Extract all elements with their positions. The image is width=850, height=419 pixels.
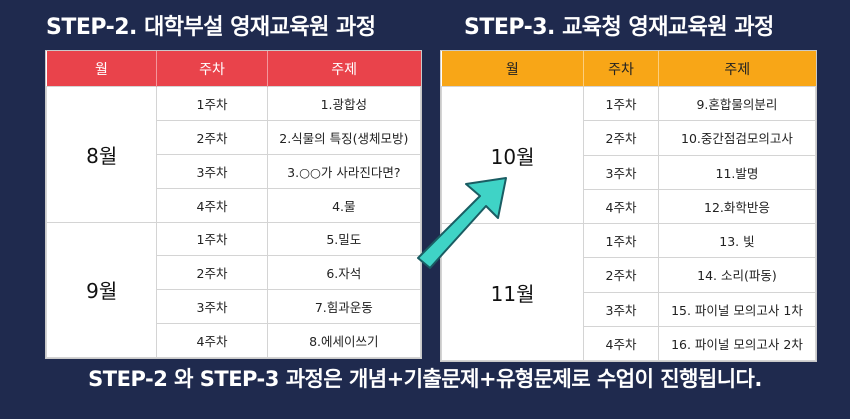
week-cell: 2주차 <box>583 120 659 156</box>
topic-cell: 2.식물의 특징(생체모방) <box>266 119 422 155</box>
table-row: 2주차 14. 소리(파동) <box>442 257 817 293</box>
topic-cell: 3.○○가 사라진다면? <box>266 153 422 189</box>
week-cell: 4주차 <box>156 187 268 223</box>
month-cell: 8월 <box>45 86 158 223</box>
header-week: 주차 <box>156 51 268 87</box>
step3-schedule-table: 월 주차 주제 10월 1주차 9.혼합물의분리 2주차 10.중간점검모의고사… <box>440 51 817 362</box>
topic-cell: 11.발명 <box>657 154 817 190</box>
week-cell: 1주차 <box>583 85 659 122</box>
week-cell: 4주차 <box>156 323 268 358</box>
week-cell: 3주차 <box>583 291 659 327</box>
header-topic: 주제 <box>658 51 816 87</box>
arrow-up-right-icon <box>417 177 507 269</box>
topic-cell: 1.광합성 <box>266 86 422 121</box>
step2-schedule-panel: 월 주차 주제 8월 1주차 1.광합성 2주차 2.식물의 특징(생체모방) … <box>45 50 422 359</box>
month-cell: 11월 <box>440 223 585 361</box>
header-topic: 주제 <box>267 51 421 87</box>
table-row: 3주차 3.○○가 사라진다면? <box>47 153 422 189</box>
table-row: 3주차 7.힘과운동 <box>47 289 422 325</box>
header-month: 월 <box>441 51 585 87</box>
topic-cell: 8.에세이쓰기 <box>266 323 422 358</box>
week-cell: 1주차 <box>156 86 268 121</box>
week-cell: 3주차 <box>583 154 659 190</box>
table-row: 9월 1주차 5.밀도 <box>45 221 422 358</box>
table-header-row: 월 주차 주제 <box>46 51 421 87</box>
table-row: 3주차 15. 파이널 모의고사 1차 <box>442 291 817 327</box>
step3-title: STEP-3. 교육청 영재교육원 과정 <box>464 15 774 40</box>
topic-cell: 5.밀도 <box>266 221 422 257</box>
table-row: 4주차 4.물 <box>47 187 422 223</box>
topic-cell: 9.혼합물의분리 <box>657 85 817 122</box>
footer-note: STEP-2 와 STEP-3 과정은 개념+기출문제+유형문제로 수업이 진행… <box>88 367 762 391</box>
week-cell: 2주차 <box>156 119 268 155</box>
table-row: 4주차 16. 파이널 모의고사 2차 <box>442 325 817 362</box>
table-row: 2주차 6.자석 <box>47 255 422 291</box>
topic-cell: 12.화학반응 <box>657 188 817 225</box>
table-row: 11월 1주차 13. 빛 <box>440 222 817 361</box>
topic-cell: 13. 빛 <box>657 222 817 259</box>
week-cell: 3주차 <box>156 289 268 325</box>
table-row: 10월 1주차 9.혼합물의분리 <box>440 85 817 224</box>
table-row: 2주차 2.식물의 특징(생체모방) <box>47 119 422 155</box>
topic-cell: 14. 소리(파동) <box>657 257 817 293</box>
step2-schedule-table: 월 주차 주제 8월 1주차 1.광합성 2주차 2.식물의 특징(생체모방) … <box>45 51 422 358</box>
topic-cell: 4.물 <box>266 187 422 223</box>
week-cell: 2주차 <box>583 257 659 293</box>
table-row: 8월 1주차 1.광합성 <box>45 86 422 223</box>
topic-cell: 7.힘과운동 <box>266 289 422 325</box>
step2-title: STEP-2. 대학부설 영재교육원 과정 <box>46 15 376 40</box>
month-cell: 9월 <box>45 221 158 358</box>
week-cell: 1주차 <box>583 222 659 259</box>
table-header-row: 월 주차 주제 <box>441 51 816 87</box>
header-week: 주차 <box>583 51 659 87</box>
week-cell: 4주차 <box>583 325 659 362</box>
topic-cell: 10.중간점검모의고사 <box>657 120 817 156</box>
step3-schedule-panel: 월 주차 주제 10월 1주차 9.혼합물의분리 2주차 10.중간점검모의고사… <box>440 50 817 362</box>
week-cell: 3주차 <box>156 153 268 189</box>
header-month: 월 <box>46 51 158 87</box>
week-cell: 2주차 <box>156 255 268 291</box>
month-cell: 10월 <box>440 86 585 224</box>
topic-cell: 6.자석 <box>266 255 422 291</box>
topic-cell: 16. 파이널 모의고사 2차 <box>657 325 817 362</box>
week-cell: 4주차 <box>583 188 659 225</box>
week-cell: 1주차 <box>156 221 268 257</box>
topic-cell: 15. 파이널 모의고사 1차 <box>657 291 817 327</box>
table-row: 4주차 8.에세이쓰기 <box>47 323 422 358</box>
